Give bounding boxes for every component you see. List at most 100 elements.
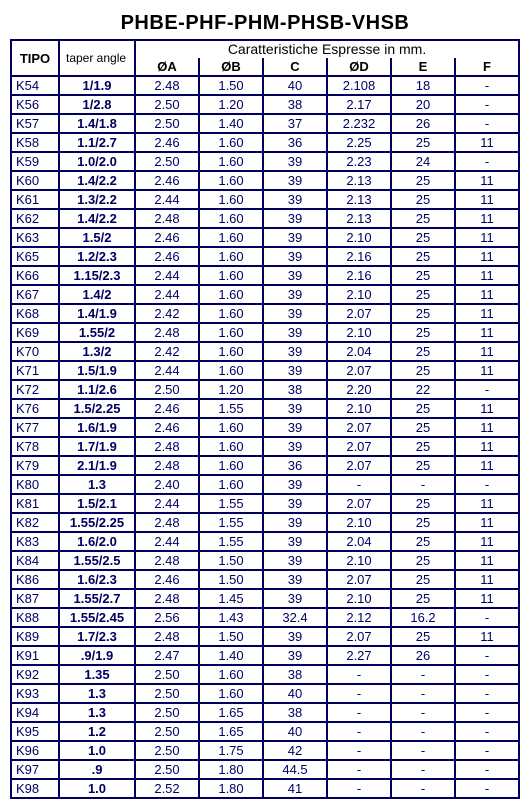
cell-a: 2.50 — [135, 741, 199, 760]
cell-d: 2.20 — [327, 380, 391, 399]
cell-taper: .9 — [59, 760, 135, 779]
table-row: K91.9/1.92.471.40392.2726- — [11, 646, 519, 665]
cell-b: 1.43 — [199, 608, 263, 627]
cell-a: 2.48 — [135, 456, 199, 475]
cell-a: 2.48 — [135, 437, 199, 456]
cell-a: 2.40 — [135, 475, 199, 494]
cell-tipo: K80 — [11, 475, 59, 494]
cell-f: 11 — [455, 190, 519, 209]
cell-tipo: K87 — [11, 589, 59, 608]
cell-c: 37 — [263, 114, 327, 133]
cell-c: 40 — [263, 76, 327, 95]
cell-taper: 1.4/2 — [59, 285, 135, 304]
cell-tipo: K68 — [11, 304, 59, 323]
cell-b: 1.60 — [199, 228, 263, 247]
cell-a: 2.46 — [135, 399, 199, 418]
cell-d: 2.13 — [327, 209, 391, 228]
cell-b: 1.60 — [199, 133, 263, 152]
table-row: K761.5/2.252.461.55392.102511 — [11, 399, 519, 418]
cell-b: 1.60 — [199, 361, 263, 380]
cell-taper: 1.0 — [59, 741, 135, 760]
cell-tipo: K95 — [11, 722, 59, 741]
cell-e: 25 — [391, 570, 455, 589]
header-characteristics: Caratteristiche Espresse in mm. — [135, 40, 519, 58]
table-row: K811.5/2.12.441.55392.072511 — [11, 494, 519, 513]
cell-e: - — [391, 665, 455, 684]
cell-taper: 1.5/2.1 — [59, 494, 135, 513]
cell-b: 1.55 — [199, 532, 263, 551]
cell-e: 25 — [391, 342, 455, 361]
cell-f: 11 — [455, 266, 519, 285]
table-row: K821.55/2.252.481.55392.102511 — [11, 513, 519, 532]
cell-c: 39 — [263, 532, 327, 551]
table-row: K801.32.401.6039--- — [11, 475, 519, 494]
cell-c: 44.5 — [263, 760, 327, 779]
cell-c: 38 — [263, 380, 327, 399]
cell-d: 2.07 — [327, 437, 391, 456]
table-row: K951.22.501.6540--- — [11, 722, 519, 741]
cell-d: 2.10 — [327, 228, 391, 247]
cell-taper: 1.55/2.45 — [59, 608, 135, 627]
cell-e: - — [391, 779, 455, 798]
table-row: K831.6/2.02.441.55392.042511 — [11, 532, 519, 551]
cell-taper: 1.2/2.3 — [59, 247, 135, 266]
cell-f: - — [455, 741, 519, 760]
cell-f: - — [455, 760, 519, 779]
cell-a: 2.50 — [135, 380, 199, 399]
cell-e: 26 — [391, 114, 455, 133]
cell-taper: 1.0/2.0 — [59, 152, 135, 171]
header-col-c: C — [263, 58, 327, 76]
cell-d: - — [327, 684, 391, 703]
cell-d: - — [327, 760, 391, 779]
cell-f: - — [455, 703, 519, 722]
cell-c: 39 — [263, 304, 327, 323]
table-row: K651.2/2.32.461.60392.162511 — [11, 247, 519, 266]
cell-a: 2.50 — [135, 114, 199, 133]
cell-f: 11 — [455, 532, 519, 551]
cell-b: 1.60 — [199, 304, 263, 323]
cell-e: 25 — [391, 418, 455, 437]
cell-tipo: K88 — [11, 608, 59, 627]
cell-c: 39 — [263, 475, 327, 494]
table-row: K891.7/2.32.481.50392.072511 — [11, 627, 519, 646]
cell-f: - — [455, 684, 519, 703]
cell-b: 1.60 — [199, 418, 263, 437]
cell-a: 2.46 — [135, 247, 199, 266]
cell-tipo: K93 — [11, 684, 59, 703]
cell-b: 1.50 — [199, 551, 263, 570]
cell-d: - — [327, 741, 391, 760]
cell-a: 2.44 — [135, 285, 199, 304]
cell-f: 11 — [455, 247, 519, 266]
cell-a: 2.50 — [135, 95, 199, 114]
table-row: K711.5/1.92.441.60392.072511 — [11, 361, 519, 380]
cell-f: 11 — [455, 418, 519, 437]
table-row: K571.4/1.82.501.40372.23226- — [11, 114, 519, 133]
cell-a: 2.44 — [135, 494, 199, 513]
cell-tipo: K61 — [11, 190, 59, 209]
cell-tipo: K57 — [11, 114, 59, 133]
cell-c: 36 — [263, 133, 327, 152]
cell-taper: 1.5/2.25 — [59, 399, 135, 418]
cell-tipo: K54 — [11, 76, 59, 95]
cell-taper: 1.3/2 — [59, 342, 135, 361]
cell-c: 32.4 — [263, 608, 327, 627]
cell-e: 25 — [391, 171, 455, 190]
cell-tipo: K67 — [11, 285, 59, 304]
table-row: K611.3/2.22.441.60392.132511 — [11, 190, 519, 209]
cell-a: 2.46 — [135, 228, 199, 247]
cell-taper: 1.2 — [59, 722, 135, 741]
cell-c: 39 — [263, 513, 327, 532]
cell-d: 2.10 — [327, 399, 391, 418]
cell-tipo: K62 — [11, 209, 59, 228]
cell-c: 39 — [263, 323, 327, 342]
cell-taper: 1.5/1.9 — [59, 361, 135, 380]
spec-table: TIPO taper angle Caratteristiche Espress… — [10, 39, 520, 799]
cell-b: 1.60 — [199, 437, 263, 456]
cell-a: 2.42 — [135, 342, 199, 361]
cell-taper: 1.6/2.0 — [59, 532, 135, 551]
cell-e: 24 — [391, 152, 455, 171]
cell-b: 1.60 — [199, 247, 263, 266]
cell-d: 2.07 — [327, 304, 391, 323]
cell-b: 1.55 — [199, 513, 263, 532]
cell-a: 2.46 — [135, 570, 199, 589]
